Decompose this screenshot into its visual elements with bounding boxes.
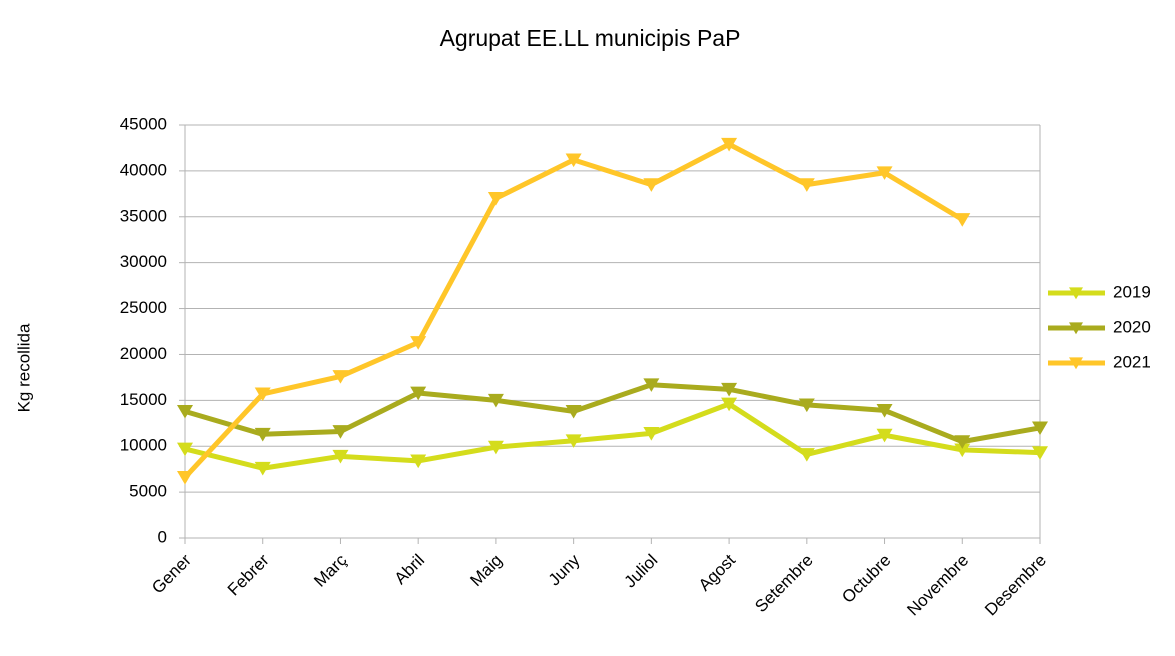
y-axis-label: Kg recollida (14, 323, 33, 412)
point-marker (565, 153, 582, 168)
point-marker (1032, 446, 1048, 460)
point-marker (954, 213, 971, 227)
y-tick-label: 35000 (120, 206, 167, 225)
legend-marker (1069, 287, 1083, 300)
x-tick-label: Agost (695, 550, 739, 594)
point-marker (1032, 421, 1048, 436)
point-marker (410, 386, 427, 401)
point-marker (721, 397, 738, 412)
point-marker (565, 434, 582, 448)
legend-label: 2021 (1113, 352, 1151, 371)
point-marker (410, 454, 427, 469)
legend-label: 2020 (1113, 317, 1151, 336)
point-marker (643, 178, 660, 192)
y-tick-label: 25000 (120, 298, 167, 317)
y-tick-label: 20000 (120, 344, 167, 363)
point-marker (721, 137, 738, 152)
y-tick-label: 40000 (120, 160, 167, 179)
point-marker (643, 378, 660, 392)
point-marker (177, 404, 193, 419)
point-marker (254, 427, 271, 442)
x-tick-label: Abril (391, 551, 428, 588)
point-marker (876, 404, 893, 418)
point-marker (487, 440, 504, 455)
point-marker (177, 442, 193, 457)
y-tick-label: 5000 (129, 482, 167, 501)
legend-marker (1069, 322, 1083, 335)
legend-label: 2019 (1113, 282, 1151, 301)
x-tick-label: Febrer (224, 550, 273, 599)
x-tick-label: Març (310, 550, 351, 591)
point-marker (332, 425, 349, 439)
x-tick-label: Juny (545, 550, 584, 589)
point-marker (254, 387, 271, 402)
chart-title: Agrupat EE.LL municipis PaP (440, 25, 741, 51)
point-marker (332, 449, 349, 464)
point-marker (876, 428, 893, 443)
x-tick-label: Maig (466, 551, 505, 590)
point-marker (798, 398, 815, 413)
y-tick-label: 45000 (120, 114, 167, 133)
point-marker (487, 393, 504, 408)
series-line (183, 141, 964, 480)
x-tick-label: Octubre (838, 551, 894, 607)
y-tick-label: 30000 (120, 252, 167, 271)
series-line (184, 382, 1041, 445)
point-marker (410, 336, 427, 350)
point-marker (798, 178, 815, 192)
y-tick-label: 15000 (120, 390, 167, 409)
point-marker (798, 448, 815, 462)
x-tick-label: Setembre (751, 551, 817, 617)
point-marker (643, 426, 660, 441)
point-marker (876, 166, 893, 180)
point-marker (332, 370, 349, 384)
point-marker (954, 443, 971, 458)
series-line (184, 401, 1041, 471)
point-marker (254, 461, 271, 476)
legend-marker (1069, 357, 1083, 370)
y-tick-label: 10000 (120, 436, 167, 455)
y-tick-label: 0 (158, 527, 167, 546)
point-marker (954, 435, 971, 449)
point-marker (177, 471, 193, 485)
point-marker (487, 192, 504, 206)
x-tick-label: Novembre (903, 551, 972, 620)
x-tick-label: Gener (148, 550, 195, 597)
point-marker (565, 404, 582, 419)
x-tick-label: Desembre (981, 551, 1050, 620)
point-marker (721, 382, 738, 397)
x-tick-label: Juliol (621, 551, 662, 592)
